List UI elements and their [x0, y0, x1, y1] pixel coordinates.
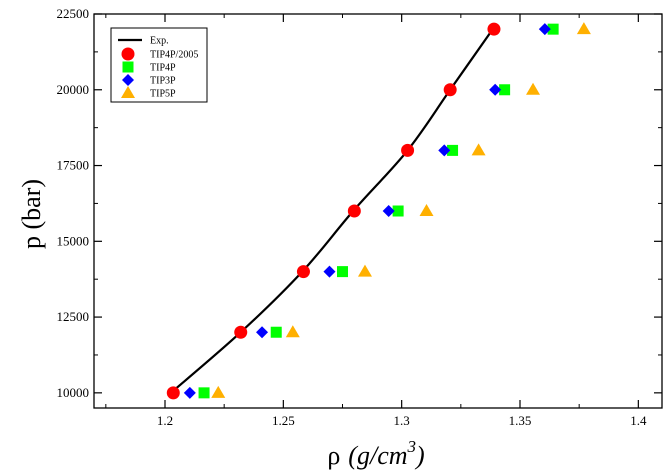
data-point-tip5p	[357, 264, 372, 277]
x-axis-label: ρ (g/cm3)	[327, 437, 424, 470]
data-point-tip3p	[382, 205, 395, 217]
x-axis-label-paren-close: )	[414, 441, 425, 470]
data-point-tip4p-2005	[166, 386, 180, 400]
data-point-tip4p-2005	[443, 83, 457, 97]
x-tick-label: 1.25	[272, 413, 295, 428]
exp-curve	[170, 28, 494, 394]
y-tick-label: 17500	[57, 158, 90, 173]
data-point-tip3p	[489, 83, 502, 96]
data-point-tip4p	[499, 84, 511, 96]
x-tick-label: 1.35	[509, 413, 532, 428]
series-tip4p	[198, 23, 559, 399]
data-point-tip5p	[285, 325, 300, 338]
legend-label-tip5p: TIP5P	[150, 89, 176, 100]
data-point-tip4p	[447, 144, 459, 156]
series-tip3p	[183, 23, 551, 399]
legend-swatch-tip5p	[121, 86, 135, 98]
x-axis-label-paren-open: (	[348, 441, 358, 470]
series-layer	[166, 22, 591, 400]
data-point-tip5p	[419, 204, 434, 216]
series-exp	[170, 28, 494, 394]
data-point-tip4p-2005	[347, 204, 361, 218]
series-tip4p-2005	[166, 22, 501, 400]
x-tick-label: 1.4	[630, 413, 647, 428]
y-tick-label: 12500	[57, 309, 90, 324]
data-point-tip3p	[183, 386, 196, 399]
axis-ticks: 1.2 1.25 1.3 1.35 1.4 10000 12500 15000 17500 200…	[57, 6, 662, 428]
legend-label-tip4p: TIP4P	[150, 63, 176, 74]
data-point-tip3p	[438, 144, 451, 157]
data-point-tip4p	[198, 387, 210, 399]
data-point-tip4p	[270, 326, 282, 338]
y-tick-label: 10000	[57, 385, 90, 400]
data-point-tip5p	[526, 82, 541, 95]
x-tick-label: 1.2	[157, 413, 173, 428]
x-axis-label-symbol: ρ	[327, 441, 340, 470]
data-point-tip4p	[392, 205, 404, 217]
data-point-tip4p-2005	[234, 325, 248, 339]
legend-swatch-tip3p	[122, 74, 134, 86]
x-axis-label-exponent: 3	[407, 437, 417, 456]
data-point-tip5p	[471, 143, 486, 156]
y-tick-label: 15000	[57, 233, 90, 248]
data-point-tip4p-2005	[487, 22, 501, 36]
data-point-tip4p	[547, 23, 559, 35]
data-point-tip5p	[576, 22, 591, 35]
data-point-tip4p-2005	[401, 143, 415, 157]
x-tick-label: 1.3	[394, 413, 410, 428]
legend-label-tip3p: TIP3P	[150, 76, 176, 87]
data-point-tip3p	[538, 23, 551, 36]
series-tip5p	[211, 22, 591, 398]
data-point-tip4p-2005	[296, 265, 310, 279]
legend-label-exp: Exp.	[150, 36, 169, 47]
plot-frame	[93, 13, 663, 409]
data-point-tip4p	[337, 266, 348, 278]
y-axis-label: p (bar)	[17, 179, 46, 249]
data-point-tip5p	[211, 385, 226, 398]
legend-swatch-tip4p-2005	[121, 47, 135, 61]
y-tick-label: 20000	[57, 82, 90, 97]
y-tick-label: 22500	[57, 6, 90, 21]
legend-label-tip4p-2005: TIP4P/2005	[150, 50, 198, 61]
data-point-tip3p	[256, 326, 269, 339]
legend-swatch-tip4p	[122, 61, 134, 73]
x-axis-label-unit: g/cm	[357, 441, 408, 470]
data-point-tip3p	[323, 265, 336, 278]
legend: Exp. TIP4P/2005 TIP4P TIP3P TIP5P	[110, 27, 208, 103]
